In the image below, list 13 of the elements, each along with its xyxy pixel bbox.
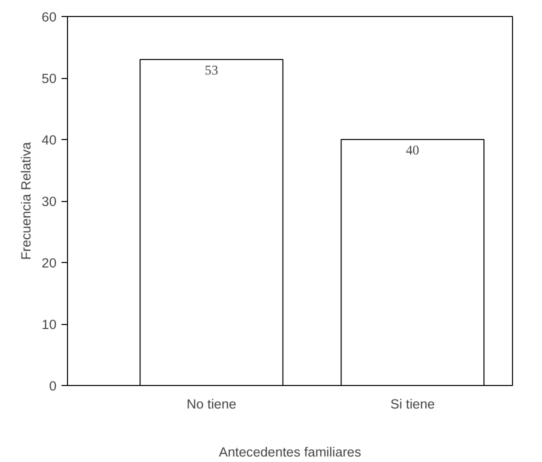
x-tick-label: Si tiene — [390, 396, 435, 412]
y-tick-label: 30 — [42, 194, 57, 209]
y-axis-title: Frecuencia Relativa — [18, 142, 34, 260]
y-tick-label: 20 — [42, 256, 57, 270]
data-label: 40 — [406, 142, 420, 158]
y-tick-label: 0 — [49, 378, 57, 394]
data-label: 53 — [204, 62, 218, 78]
y-tick-label: 60 — [42, 10, 57, 24]
y-tick-label: 40 — [42, 132, 57, 148]
y-tick-label: 10 — [42, 317, 57, 332]
x-tick-label: No tiene — [186, 396, 236, 412]
x-axis-title: Antecedentes familiares — [218, 444, 362, 460]
y-tick-label: 50 — [42, 71, 57, 86]
